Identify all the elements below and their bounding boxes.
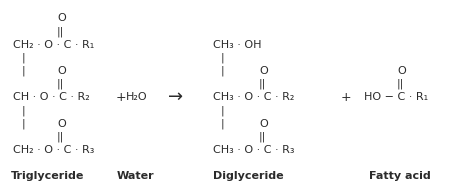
Text: |: |	[22, 118, 26, 129]
Text: |: |	[221, 66, 225, 76]
Text: CH · O · C · R₂: CH · O · C · R₂	[13, 92, 90, 102]
Text: CH₃ · OH: CH₃ · OH	[213, 40, 262, 50]
Text: ||: ||	[56, 26, 64, 37]
Text: CH₂ · O · C · R₃: CH₂ · O · C · R₃	[13, 145, 95, 155]
Text: O: O	[57, 119, 66, 129]
Text: CH₂ · O · C · R₁: CH₂ · O · C · R₁	[13, 40, 95, 50]
Text: ||: ||	[56, 132, 64, 142]
Text: O: O	[57, 66, 66, 76]
Text: ||: ||	[56, 79, 64, 89]
Text: HO − C · R₁: HO − C · R₁	[364, 92, 428, 102]
Text: ||: ||	[396, 79, 404, 89]
Text: |: |	[221, 105, 225, 116]
Text: →: →	[168, 88, 183, 106]
Text: +: +	[116, 91, 126, 104]
Text: ||: ||	[258, 79, 266, 89]
Text: O: O	[57, 13, 66, 23]
Text: O: O	[260, 119, 269, 129]
Text: CH₃ · O · C · R₂: CH₃ · O · C · R₂	[213, 92, 294, 102]
Text: |: |	[221, 118, 225, 129]
Text: |: |	[221, 53, 225, 63]
Text: |: |	[22, 105, 26, 116]
Text: ||: ||	[258, 132, 266, 142]
Text: Water: Water	[116, 172, 154, 181]
Text: Triglyceride: Triglyceride	[10, 172, 84, 181]
Text: +: +	[341, 91, 352, 104]
Text: Diglyceride: Diglyceride	[213, 172, 283, 181]
Text: Fatty acid: Fatty acid	[369, 172, 431, 181]
Text: O: O	[398, 66, 407, 76]
Text: CH₃ · O · C · R₃: CH₃ · O · C · R₃	[213, 145, 295, 155]
Text: H₂O: H₂O	[126, 92, 147, 102]
Text: |: |	[22, 66, 26, 76]
Text: O: O	[260, 66, 269, 76]
Text: |: |	[22, 53, 26, 63]
